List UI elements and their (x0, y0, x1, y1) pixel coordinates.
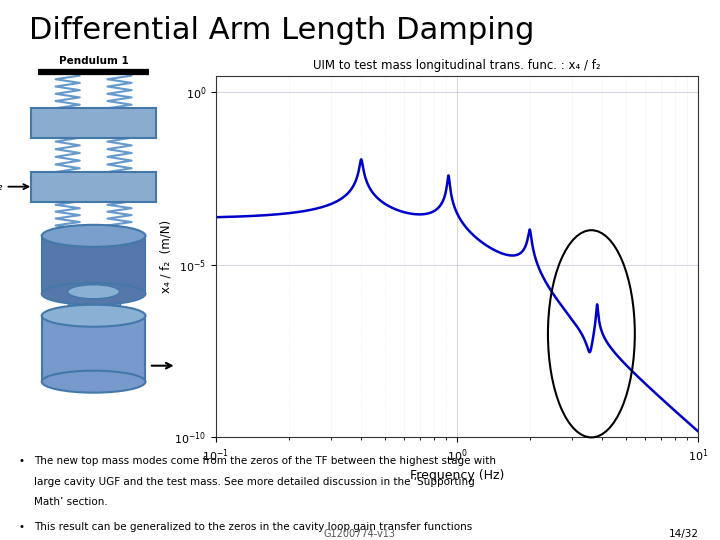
FancyBboxPatch shape (42, 316, 145, 382)
Text: Differential Arm Length Damping: Differential Arm Length Damping (29, 16, 534, 45)
X-axis label: Frequency (Hz): Frequency (Hz) (410, 469, 505, 482)
Ellipse shape (42, 283, 145, 305)
Text: large cavity UGF and the test mass. See more detailed discussion in the ‘Support: large cavity UGF and the test mass. See … (34, 477, 474, 487)
Title: UIM to test mass longitudinal trans. func. : x₄ / f₂: UIM to test mass longitudinal trans. fun… (313, 59, 601, 72)
Text: Pendulum 1: Pendulum 1 (59, 56, 128, 66)
Y-axis label: x₄ / f₂  (m/N): x₄ / f₂ (m/N) (160, 220, 173, 293)
Ellipse shape (68, 309, 120, 323)
Ellipse shape (42, 305, 145, 327)
Text: •: • (18, 456, 24, 467)
FancyBboxPatch shape (32, 172, 156, 202)
Text: •: • (18, 522, 24, 532)
Text: 14/32: 14/32 (668, 529, 698, 539)
Text: f₂: f₂ (0, 180, 28, 193)
Text: Math’ section.: Math’ section. (34, 497, 107, 508)
Ellipse shape (42, 225, 145, 247)
FancyBboxPatch shape (42, 236, 145, 294)
Ellipse shape (42, 370, 145, 393)
Text: G1200774-v13: G1200774-v13 (324, 529, 396, 539)
Text: This result can be generalized to the zeros in the cavity loop gain transfer fun: This result can be generalized to the ze… (34, 522, 472, 532)
Text: The new top mass modes come from the zeros of the TF between the highest stage w: The new top mass modes come from the zer… (34, 456, 496, 467)
Text: x₄: x₄ (125, 342, 138, 355)
FancyBboxPatch shape (32, 108, 156, 138)
FancyBboxPatch shape (68, 292, 120, 316)
Ellipse shape (68, 285, 120, 299)
